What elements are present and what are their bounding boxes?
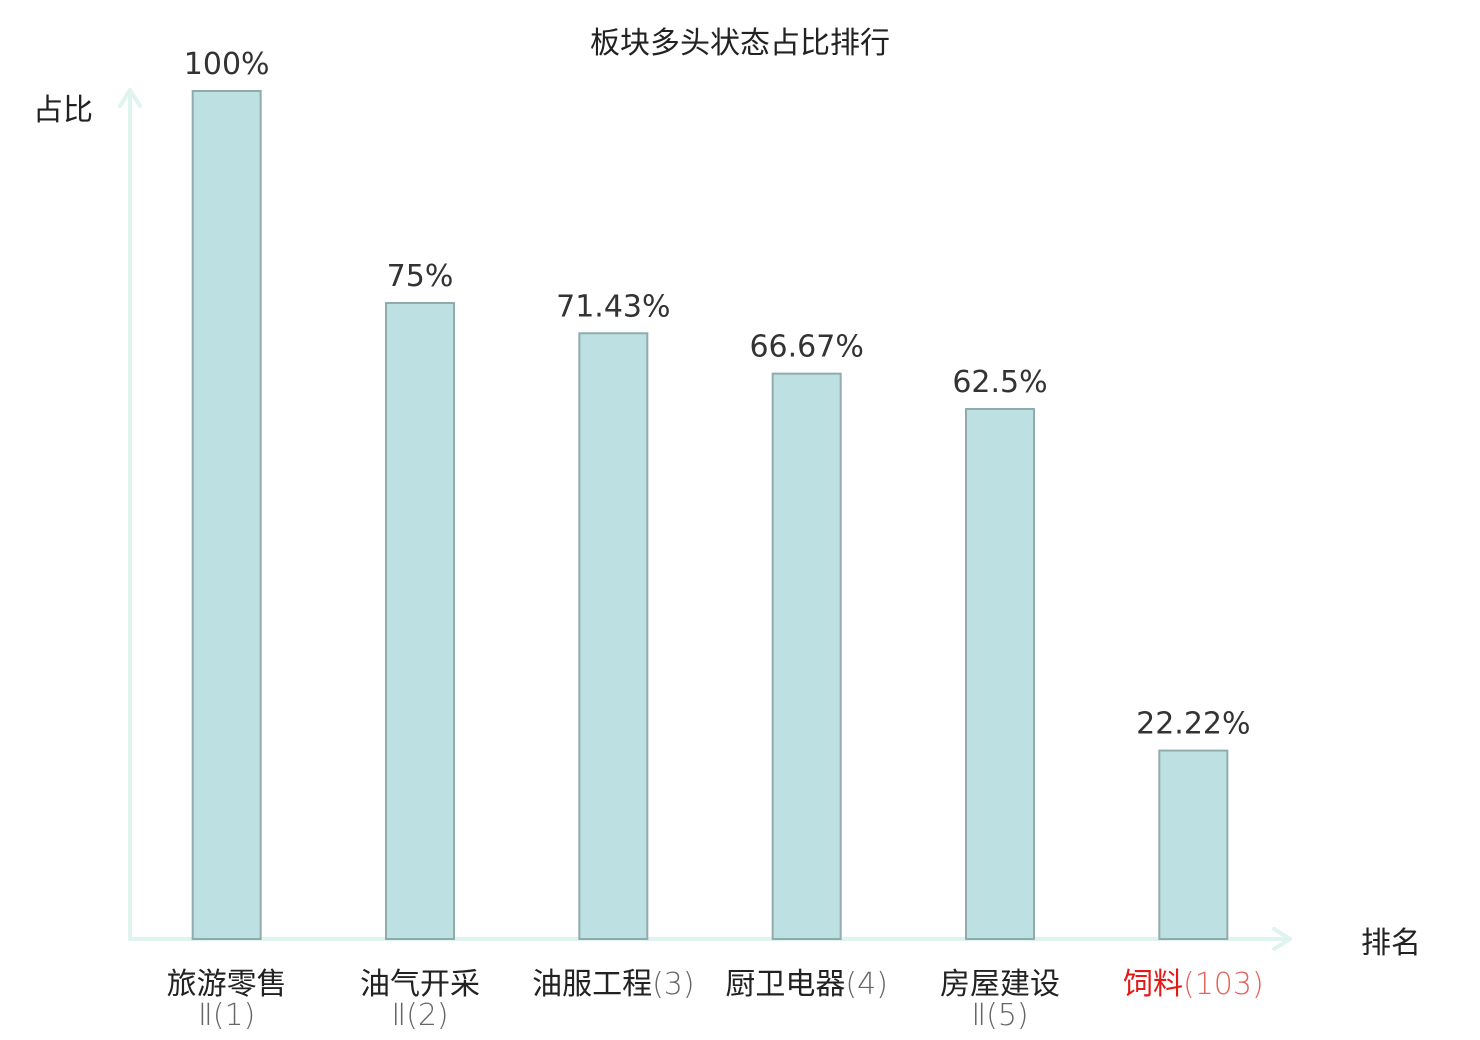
bars — [191, 90, 1229, 940]
x-axis-arrow — [1272, 927, 1292, 951]
category-label-1: 旅游零售 Ⅱ(1) — [167, 967, 287, 1033]
y-axis-label: 占比 — [33, 93, 93, 128]
bar-3 — [578, 332, 649, 940]
bar-4 — [771, 372, 842, 940]
category-name: 房屋建设 — [940, 967, 1060, 1002]
category-rank: (3) — [652, 967, 695, 1002]
category-label-6: 饲料(103) — [1123, 967, 1264, 1002]
axes — [118, 88, 1292, 951]
y-axis-arrow — [118, 88, 142, 108]
chart-title: 板块多头状态占比排行 — [590, 26, 890, 61]
x-axis-label: 排名 — [1361, 926, 1421, 961]
category-label-3: 油服工程(3) — [532, 967, 695, 1002]
value-label-6: 22.22% — [1136, 707, 1250, 742]
value-label-1: 100% — [184, 47, 270, 82]
value-label-5: 62.5% — [952, 365, 1047, 400]
value-label-3: 71.43% — [556, 289, 670, 324]
category-rank: Ⅱ(1) — [198, 998, 255, 1033]
category-name: 厨卫电器 — [725, 967, 845, 1002]
category-name: 饲料 — [1123, 967, 1183, 1002]
category-rank: Ⅱ(2) — [391, 998, 448, 1033]
category-labels: 旅游零售 Ⅱ(1) 油气开采 Ⅱ(2) 油服工程(3) 厨卫电器(4) 房屋建设 Ⅱ(5) 饲料… — [167, 967, 1264, 1033]
bar-2 — [385, 302, 455, 940]
category-name: 油气开采 — [360, 967, 480, 1002]
bar-5 — [965, 408, 1035, 940]
category-rank: (4) — [845, 967, 888, 1002]
category-name: 油服工程 — [532, 967, 652, 1002]
value-label-2: 75% — [387, 259, 454, 294]
value-label-4: 66.67% — [749, 330, 863, 365]
bar-1 — [191, 90, 262, 940]
category-name: 旅游零售 — [167, 967, 287, 1002]
category-label-4: 厨卫电器(4) — [725, 967, 888, 1002]
category-rank: (103) — [1183, 967, 1264, 1002]
category-label-2: 油气开采 Ⅱ(2) — [360, 967, 480, 1033]
bar-6 — [1158, 749, 1229, 940]
category-label-5: 房屋建设 Ⅱ(5) — [940, 967, 1060, 1033]
category-rank: Ⅱ(5) — [971, 998, 1028, 1033]
value-labels: 100% 75% 71.43% 66.67% 62.5% 22.22% — [184, 47, 1251, 742]
